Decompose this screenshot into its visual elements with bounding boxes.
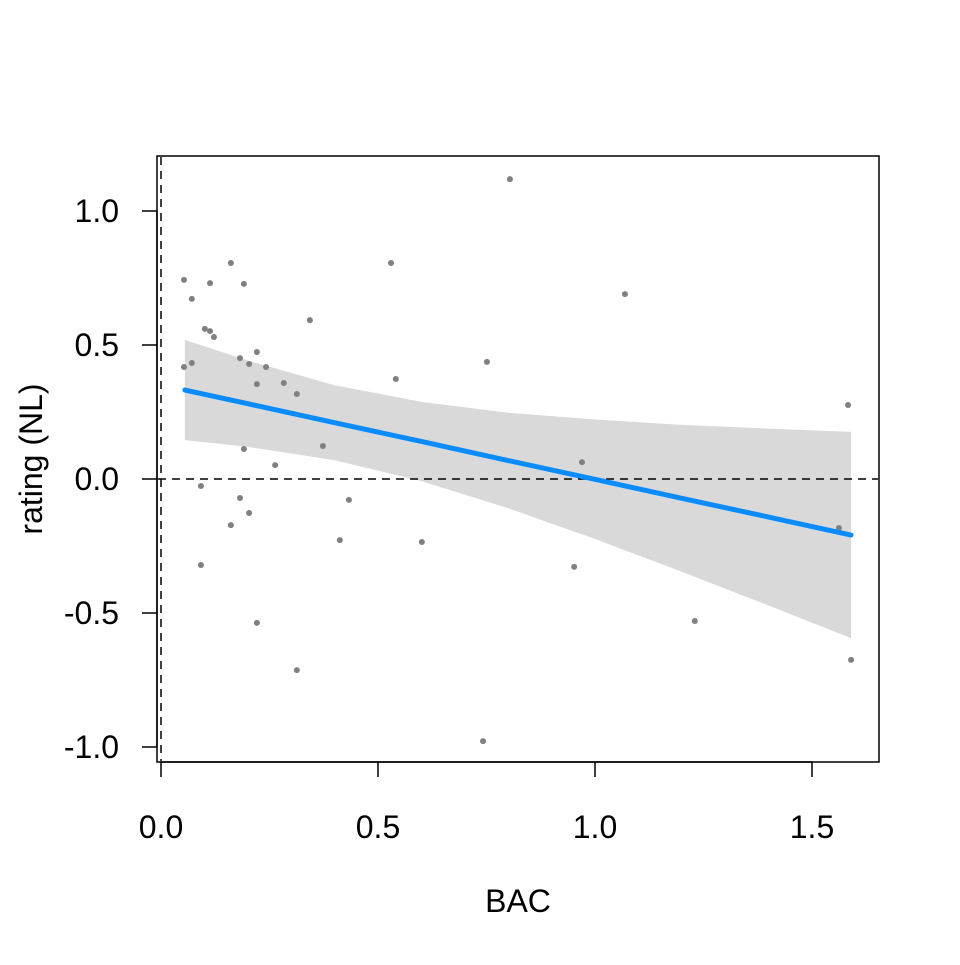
data-point bbox=[845, 402, 852, 409]
y-axis-label: rating (NL) bbox=[13, 383, 49, 534]
reference-lines bbox=[158, 157, 878, 761]
axes: 0.0 0.5 1.0 1.5 -1.0 -0.5 0.0 0.5 1.0 bbox=[64, 193, 834, 845]
data-point bbox=[253, 381, 260, 388]
x-tick-label: 1.5 bbox=[790, 809, 834, 845]
data-point bbox=[236, 355, 243, 362]
data-point bbox=[246, 361, 253, 368]
data-point bbox=[280, 380, 287, 387]
data-point bbox=[483, 358, 490, 365]
data-point bbox=[263, 363, 270, 370]
data-point bbox=[227, 259, 234, 266]
data-point bbox=[253, 348, 260, 355]
data-point bbox=[621, 291, 628, 298]
data-point bbox=[236, 495, 243, 502]
data-point bbox=[336, 537, 343, 544]
data-point bbox=[319, 443, 326, 450]
y-tick-label: 0.0 bbox=[75, 461, 119, 497]
data-point bbox=[306, 317, 313, 324]
fit-line bbox=[182, 387, 854, 538]
x-tick-label: 0.0 bbox=[139, 809, 183, 845]
confidence-band bbox=[184, 339, 852, 639]
data-point bbox=[188, 359, 195, 366]
data-point bbox=[181, 276, 188, 283]
data-points bbox=[181, 176, 855, 745]
x-tick-label: 0.5 bbox=[356, 809, 400, 845]
data-point bbox=[188, 295, 195, 302]
data-point bbox=[848, 656, 855, 663]
data-point bbox=[571, 563, 578, 570]
data-point bbox=[197, 482, 204, 489]
data-point bbox=[388, 259, 395, 266]
data-point bbox=[253, 619, 260, 626]
data-point bbox=[207, 328, 214, 335]
data-point bbox=[293, 667, 300, 674]
data-point bbox=[345, 496, 352, 503]
y-tick-label: -1.0 bbox=[64, 729, 119, 765]
data-point bbox=[210, 333, 217, 340]
x-axis-label: BAC bbox=[485, 883, 551, 919]
data-point bbox=[227, 522, 234, 529]
y-tick-label: 1.0 bbox=[75, 193, 119, 229]
data-point bbox=[240, 280, 247, 287]
data-point bbox=[293, 391, 300, 398]
data-point bbox=[506, 176, 513, 183]
fit-line-layer bbox=[182, 387, 854, 538]
confidence-band-layer bbox=[184, 339, 852, 639]
data-point bbox=[418, 538, 425, 545]
data-point bbox=[480, 738, 487, 745]
data-point bbox=[246, 510, 253, 517]
y-tick-label: 0.5 bbox=[75, 327, 119, 363]
data-point bbox=[392, 376, 399, 383]
data-point bbox=[181, 363, 188, 370]
data-point bbox=[207, 280, 214, 287]
data-point bbox=[272, 462, 279, 469]
y-tick-label: -0.5 bbox=[64, 595, 119, 631]
data-point bbox=[240, 445, 247, 452]
data-point bbox=[197, 562, 204, 569]
data-point bbox=[201, 325, 208, 332]
x-tick-label: 1.0 bbox=[573, 809, 617, 845]
data-point bbox=[691, 618, 698, 625]
data-point bbox=[578, 459, 585, 466]
